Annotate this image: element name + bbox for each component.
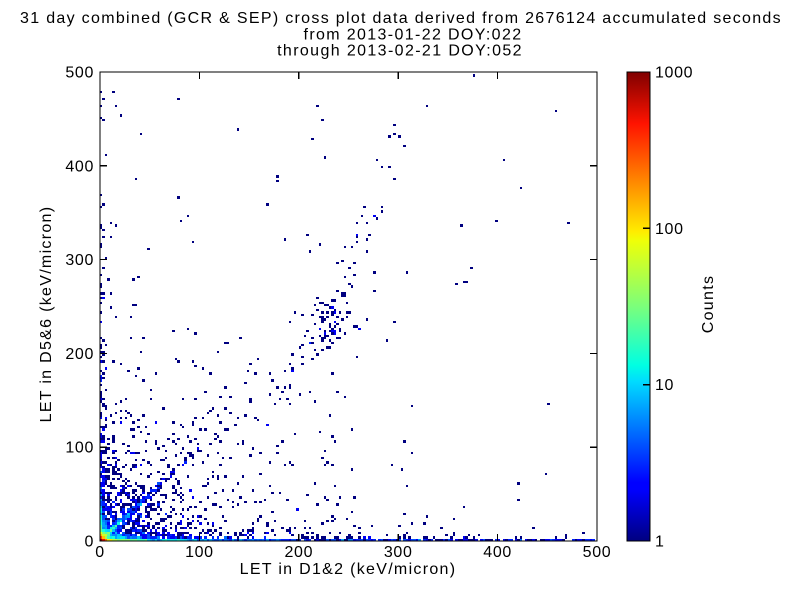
svg-text:300: 300: [384, 544, 413, 561]
svg-text:from 2013-01-22 DOY:022: from 2013-01-22 DOY:022: [304, 27, 523, 44]
svg-text:400: 400: [65, 158, 94, 175]
svg-text:200: 200: [284, 544, 313, 561]
svg-text:1000: 1000: [655, 65, 693, 82]
svg-text:400: 400: [483, 544, 512, 561]
svg-text:31 day combined (GCR & SEP) cr: 31 day combined (GCR & SEP) cross plot d…: [20, 10, 782, 27]
svg-text:Counts: Counts: [700, 275, 717, 334]
svg-text:LET in D5&6 (keV/micron): LET in D5&6 (keV/micron): [38, 206, 55, 423]
svg-text:0: 0: [95, 544, 105, 561]
svg-text:200: 200: [65, 346, 94, 363]
svg-text:500: 500: [583, 544, 612, 561]
svg-text:through 2013-02-21 DOY:052: through 2013-02-21 DOY:052: [277, 42, 523, 59]
svg-text:100: 100: [655, 221, 684, 238]
svg-text:0: 0: [84, 534, 94, 551]
svg-text:300: 300: [65, 252, 94, 269]
svg-text:100: 100: [185, 544, 214, 561]
svg-text:100: 100: [65, 440, 94, 457]
svg-text:1: 1: [655, 534, 665, 551]
svg-text:500: 500: [65, 65, 94, 82]
svg-text:10: 10: [655, 377, 674, 394]
svg-text:LET in D1&2 (keV/micron): LET in D1&2 (keV/micron): [240, 561, 457, 578]
